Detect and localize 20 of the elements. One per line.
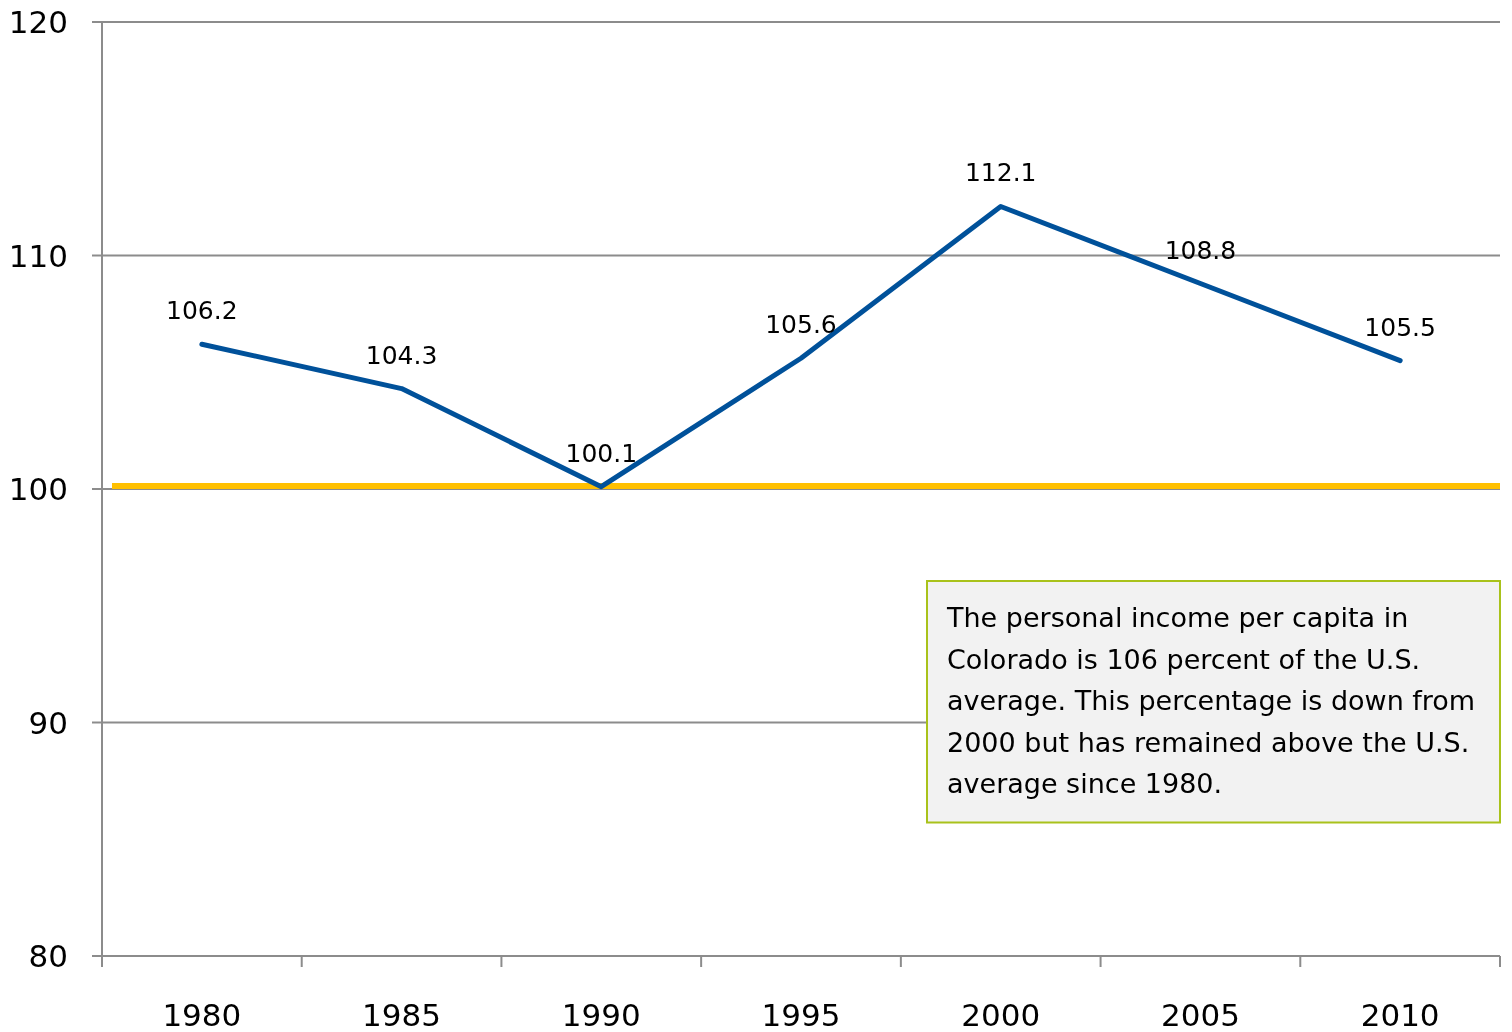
x-tick-label: 1995	[761, 997, 841, 1032]
x-tick-label: 1980	[162, 997, 242, 1032]
y-tick-label: 80	[28, 938, 68, 975]
annotation: The personal income per capita in Colorado is 106 percent of the U.S. average. This percentage is down from 2000 but has remained above the U.S. average since 1980.	[946, 602, 1476, 799]
y-tick-label: 110	[8, 237, 68, 274]
x-tick-label: 1985	[362, 997, 442, 1032]
x-tick-label: 2000	[961, 997, 1041, 1032]
x-tick-label: 2010	[1360, 997, 1440, 1032]
data-label: 112.1	[964, 158, 1037, 188]
x-tick-label: 2005	[1160, 997, 1240, 1032]
x-tick-label: 1990	[561, 997, 641, 1032]
data-label: 105.5	[1364, 312, 1436, 342]
data-label: 108.8	[1164, 235, 1237, 265]
data-label: 106.2	[166, 296, 238, 326]
data-label: 104.3	[365, 340, 438, 370]
y-tick-label: 100	[8, 471, 68, 508]
y-tick-label: 120	[8, 4, 68, 41]
data-label: 100.1	[565, 438, 638, 468]
y-tick-label: 90	[28, 704, 68, 741]
data-label: 105.6	[765, 310, 837, 340]
